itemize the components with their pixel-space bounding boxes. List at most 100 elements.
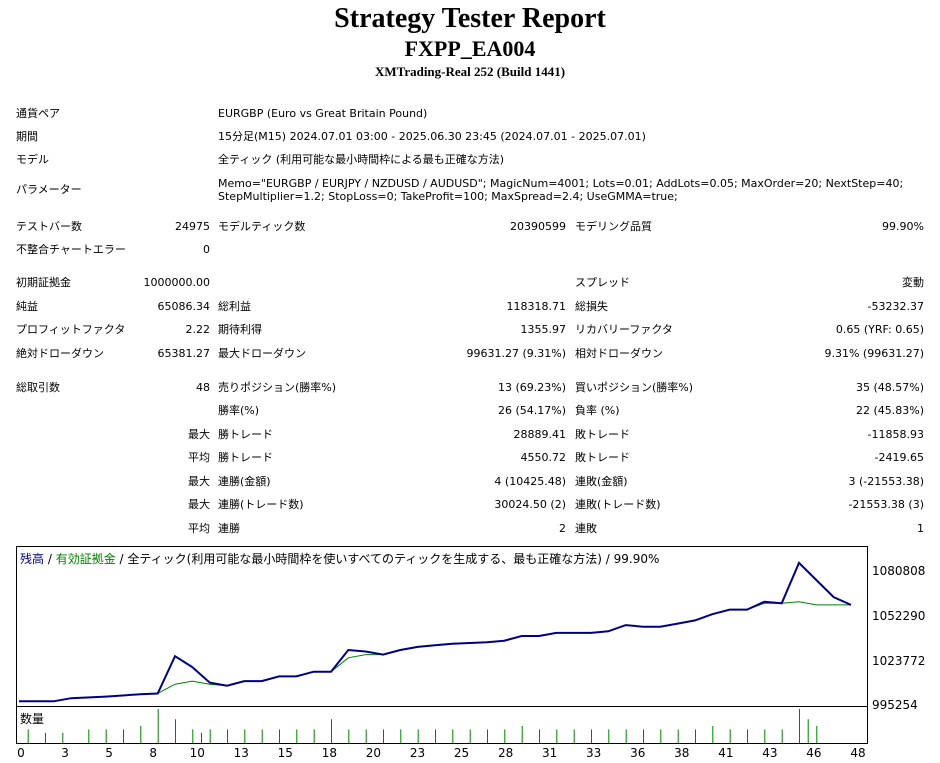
recovery-factor-label: リカバリーファクタ (575, 323, 673, 336)
period-label: 期間 (16, 130, 38, 143)
deposit-label: 初期証拠金 (16, 276, 71, 289)
cons-loss-amount-value: 3 (-21553.38) (848, 475, 924, 488)
total-trades-label: 総取引数 (16, 381, 60, 394)
x-tick-label: 38 (674, 746, 690, 760)
mismatch-label: 不整合チャートエラー (16, 243, 126, 256)
total-trades-value: 48 (196, 381, 210, 394)
win-rate-label: 勝率(%) (218, 404, 260, 417)
max-drawdown-value: 99631.27 (9.31%) (466, 347, 566, 360)
cons-win-amount-value: 4 (10425.48) (494, 475, 566, 488)
x-tick-label: 43 (762, 746, 778, 760)
x-tick-label: 15 (277, 746, 293, 760)
avg-cons-loss-value: 1 (917, 522, 924, 535)
long-positions-label: 買いポジション(勝率%) (575, 381, 694, 394)
avg-loss-value: -2419.65 (874, 451, 924, 464)
model-label: モデル (16, 153, 49, 166)
x-tick-label: 13 (233, 746, 249, 760)
cons-win-count-value: 30024.50 (2) (494, 498, 566, 511)
spread-label: スプレッド (575, 276, 630, 289)
cons-win-count-label: 連勝(トレード数) (218, 498, 304, 511)
x-tick-label: 23 (409, 746, 426, 760)
rel-drawdown-label: 相対ドローダウン (575, 347, 663, 360)
max-drawdown-label: 最大ドローダウン (218, 347, 306, 360)
cons-loss-count-label: 連敗(トレード数) (575, 498, 661, 511)
expected-payoff-label: 期待利得 (218, 323, 262, 336)
deposit-value: 1000000.00 (143, 276, 210, 289)
legend-equity: 有効証拠金 (55, 552, 116, 566)
server-info: XMTrading-Real 252 (Build 1441) (374, 64, 566, 79)
net-profit-label: 純益 (16, 300, 38, 313)
params-label: パラメーター (16, 183, 82, 196)
max-loss-value: -11858.93 (867, 428, 924, 441)
x-tick-label: 46 (806, 746, 822, 760)
avg-label: 平均 (188, 451, 210, 464)
volume-label: 数量 (20, 712, 45, 726)
x-tick-label: 41 (718, 746, 734, 760)
legend-balance: 残高 (20, 552, 45, 566)
legend-description: / 全ティック(利用可能な最小時間枠を使いすべてのティックを生成する、最も正確な… (115, 552, 660, 566)
params-line-1: Memo="EURGBP / EURJPY / NZDUSD / AUDUSD"… (218, 177, 904, 190)
quality-label: モデリング品質 (575, 220, 652, 233)
gross-loss-label: 総損失 (575, 300, 608, 313)
avg-cons-loss-label: 連敗 (575, 522, 597, 535)
bars-value: 24975 (175, 220, 210, 233)
x-tick-label: 3 (61, 746, 69, 760)
short-positions-label: 売りポジション(勝率%) (218, 381, 337, 394)
max-label: 最大 (188, 475, 210, 488)
y-tick-label: 1052290 (872, 609, 926, 623)
mismatch-value: 0 (203, 243, 210, 256)
report-title: Strategy Tester Report (334, 3, 606, 34)
bars-label: テストバー数 (16, 220, 82, 233)
cons-loss-amount-label: 連敗(金額) (575, 475, 628, 488)
gross-profit-value: 118318.71 (506, 300, 567, 313)
y-tick-label: 1023772 (872, 654, 926, 668)
ea-name: FXPP_EA004 (404, 36, 536, 61)
volume-chart-svg (27, 709, 818, 743)
max-label: 最大 (188, 498, 210, 511)
abs-drawdown-label: 絶対ドローダウン (16, 347, 104, 360)
x-tick-label: 0 (17, 746, 25, 760)
gross-profit-label: 総利益 (218, 300, 251, 313)
model-value: 全ティック (利用可能な最小時間枠による最も正確な方法) (218, 153, 505, 166)
x-tick-label: 25 (453, 746, 470, 760)
avg-win-value: 4550.72 (520, 451, 567, 464)
x-tick-label: 5 (105, 746, 113, 760)
spread-value: 変動 (902, 276, 924, 289)
short-positions-value: 13 (69.23%) (497, 381, 566, 394)
recovery-factor-value: 0.65 (YRF: 0.65) (835, 323, 924, 336)
symbol-value: EURGBP (Euro vs Great Britain Pound) (218, 107, 428, 120)
profit-factor-value: 2.22 (185, 323, 211, 336)
y-tick-label: 1080808 (872, 564, 926, 578)
ticks-value: 20390599 (510, 220, 566, 233)
cons-loss-count-value: -21553.38 (3) (848, 498, 924, 511)
symbol-label: 通貨ペア (16, 107, 60, 120)
x-tick-label: 20 (365, 746, 382, 760)
gross-loss-value: -53232.37 (867, 300, 924, 313)
y-tick-label: 995254 (872, 698, 918, 712)
equity-line (19, 601, 851, 702)
x-tick-label: 8 (149, 746, 157, 760)
expected-payoff-value: 1355.97 (520, 323, 567, 336)
balance-line (19, 561, 852, 703)
avg-label: 平均 (188, 522, 210, 535)
equity-chart-svg (19, 561, 852, 703)
chart-legend: 残高 / 有効証拠金 / 全ティック(利用可能な最小時間枠を使いすべてのティック… (20, 550, 659, 567)
loss-rate-value: 22 (45.83%) (855, 404, 924, 417)
avg-cons-win-value: 2 (559, 522, 566, 535)
x-tick-label: 33 (586, 746, 602, 760)
legend-separator: / (44, 552, 56, 566)
long-positions-value: 35 (48.57%) (855, 381, 924, 394)
x-tick-label: 28 (497, 746, 514, 760)
params-line-2: StepMultiplier=1.2; StopLoss=0; TakeProf… (218, 190, 678, 203)
x-tick-label: 31 (541, 746, 558, 760)
x-tick-label: 18 (321, 746, 337, 760)
avg-win-label: 勝トレード (218, 451, 273, 464)
volume-chart (16, 707, 868, 744)
max-loss-label: 敗トレード (575, 428, 630, 441)
max-win-value: 28889.41 (513, 428, 567, 441)
max-label: 最大 (188, 428, 210, 441)
net-profit-value: 65086.34 (157, 300, 211, 313)
win-rate-value: 26 (54.17%) (497, 404, 566, 417)
max-win-label: 勝トレード (218, 428, 273, 441)
x-tick-label: 48 (850, 746, 866, 760)
